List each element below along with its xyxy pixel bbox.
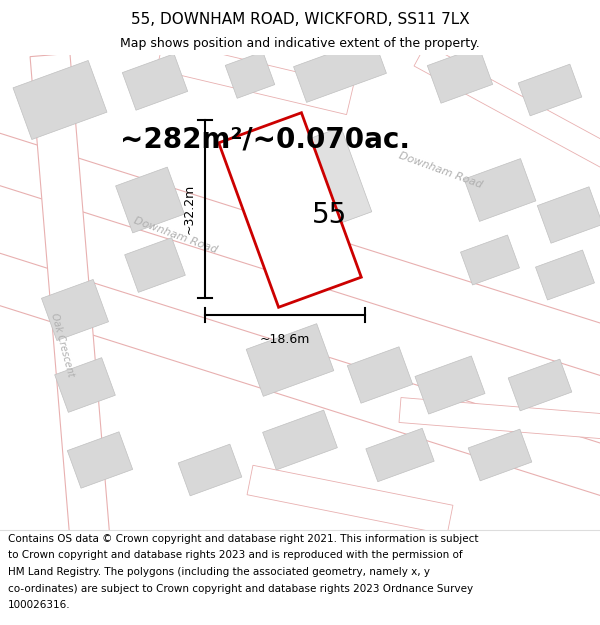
Text: 55: 55 xyxy=(313,201,347,229)
Polygon shape xyxy=(157,41,353,114)
Polygon shape xyxy=(178,444,242,496)
Text: 55, DOWNHAM ROAD, WICKFORD, SS11 7LX: 55, DOWNHAM ROAD, WICKFORD, SS11 7LX xyxy=(131,12,469,27)
Polygon shape xyxy=(538,187,600,243)
Polygon shape xyxy=(263,410,337,470)
Polygon shape xyxy=(225,52,275,98)
Text: HM Land Registry. The polygons (including the associated geometry, namely x, y: HM Land Registry. The polygons (includin… xyxy=(8,567,430,577)
Polygon shape xyxy=(0,126,600,389)
Polygon shape xyxy=(414,44,600,191)
Polygon shape xyxy=(247,465,453,535)
Text: Oak Crescent: Oak Crescent xyxy=(49,312,76,378)
Text: Downham Road: Downham Road xyxy=(397,150,483,190)
Polygon shape xyxy=(461,235,520,285)
Polygon shape xyxy=(30,53,110,542)
Text: Map shows position and indicative extent of the property.: Map shows position and indicative extent… xyxy=(120,38,480,51)
Polygon shape xyxy=(508,359,572,411)
Polygon shape xyxy=(0,246,600,509)
Polygon shape xyxy=(536,250,595,300)
Polygon shape xyxy=(219,112,361,308)
Polygon shape xyxy=(125,238,185,292)
Polygon shape xyxy=(228,127,372,252)
Polygon shape xyxy=(366,428,434,482)
Text: ~18.6m: ~18.6m xyxy=(260,333,310,346)
Text: ~32.2m: ~32.2m xyxy=(182,184,196,234)
Text: Downham Road: Downham Road xyxy=(132,215,218,255)
Text: to Crown copyright and database rights 2023 and is reproduced with the permissio: to Crown copyright and database rights 2… xyxy=(8,551,463,561)
Polygon shape xyxy=(464,159,536,221)
Polygon shape xyxy=(41,279,109,341)
Polygon shape xyxy=(427,47,493,103)
Polygon shape xyxy=(293,38,386,102)
Polygon shape xyxy=(246,324,334,396)
Polygon shape xyxy=(238,158,302,222)
Text: ~282m²/~0.070ac.: ~282m²/~0.070ac. xyxy=(120,126,410,154)
Text: Contains OS data © Crown copyright and database right 2021. This information is : Contains OS data © Crown copyright and d… xyxy=(8,534,478,544)
Polygon shape xyxy=(415,356,485,414)
Text: 100026316.: 100026316. xyxy=(8,600,70,610)
Polygon shape xyxy=(55,357,115,412)
Polygon shape xyxy=(399,398,600,442)
Text: co-ordinates) are subject to Crown copyright and database rights 2023 Ordnance S: co-ordinates) are subject to Crown copyr… xyxy=(8,584,473,594)
Polygon shape xyxy=(468,429,532,481)
Polygon shape xyxy=(67,432,133,488)
Polygon shape xyxy=(13,61,107,139)
Polygon shape xyxy=(116,167,184,233)
Polygon shape xyxy=(122,54,188,110)
Polygon shape xyxy=(518,64,582,116)
Polygon shape xyxy=(347,347,413,403)
